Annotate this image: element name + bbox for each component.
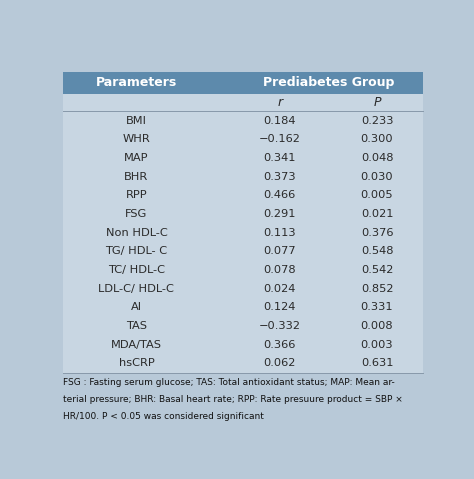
Text: FSG: FSG — [125, 209, 147, 219]
Text: BHR: BHR — [124, 171, 148, 182]
Text: FSG : Fasting serum glucose; TAS: Total antioxidant status; MAP: Mean ar-: FSG : Fasting serum glucose; TAS: Total … — [63, 378, 395, 388]
Bar — [63, 72, 423, 93]
Text: 0.466: 0.466 — [264, 190, 296, 200]
Text: −0.332: −0.332 — [259, 321, 301, 331]
Text: TG/ HDL- C: TG/ HDL- C — [105, 246, 167, 256]
Text: 0.030: 0.030 — [361, 171, 393, 182]
Text: 0.077: 0.077 — [264, 246, 296, 256]
Text: MDA/TAS: MDA/TAS — [111, 340, 162, 350]
Text: hsCRP: hsCRP — [118, 358, 154, 368]
Text: 0.300: 0.300 — [361, 134, 393, 144]
Text: 0.003: 0.003 — [361, 340, 393, 350]
Text: Non HDL-C: Non HDL-C — [106, 228, 167, 238]
Text: Prediabetes Group: Prediabetes Group — [263, 77, 394, 90]
Text: LDL-C/ HDL-C: LDL-C/ HDL-C — [99, 284, 174, 294]
Text: P: P — [373, 96, 381, 109]
Text: 0.542: 0.542 — [361, 265, 393, 275]
Text: AI: AI — [131, 302, 142, 312]
Text: 0.331: 0.331 — [361, 302, 393, 312]
Text: 0.008: 0.008 — [361, 321, 393, 331]
Text: BMI: BMI — [126, 115, 147, 125]
Text: 0.548: 0.548 — [361, 246, 393, 256]
Text: 0.366: 0.366 — [264, 340, 296, 350]
Text: 0.341: 0.341 — [264, 153, 296, 163]
Text: −0.162: −0.162 — [259, 134, 301, 144]
Text: 0.376: 0.376 — [361, 228, 393, 238]
Bar — [63, 93, 423, 373]
Text: HR/100. P < 0.05 was considered significant: HR/100. P < 0.05 was considered signific… — [63, 411, 264, 421]
Text: 0.078: 0.078 — [264, 265, 296, 275]
Text: 0.184: 0.184 — [264, 115, 296, 125]
Text: TAS: TAS — [126, 321, 147, 331]
Text: 0.062: 0.062 — [264, 358, 296, 368]
Text: TC/ HDL-C: TC/ HDL-C — [108, 265, 165, 275]
Text: 0.124: 0.124 — [264, 302, 296, 312]
Text: r: r — [277, 96, 282, 109]
Text: RPP: RPP — [126, 190, 147, 200]
Text: terial pressure; BHR: Basal heart rate; RPP: Rate presuure product = SBP ×: terial pressure; BHR: Basal heart rate; … — [63, 395, 403, 404]
Text: 0.005: 0.005 — [361, 190, 393, 200]
Text: 0.021: 0.021 — [361, 209, 393, 219]
Text: 0.233: 0.233 — [361, 115, 393, 125]
Text: 0.373: 0.373 — [264, 171, 296, 182]
Text: WHR: WHR — [122, 134, 150, 144]
Text: Parameters: Parameters — [96, 77, 177, 90]
Text: 0.048: 0.048 — [361, 153, 393, 163]
Text: 0.291: 0.291 — [264, 209, 296, 219]
Text: 0.024: 0.024 — [264, 284, 296, 294]
Text: 0.852: 0.852 — [361, 284, 393, 294]
Text: MAP: MAP — [124, 153, 149, 163]
Text: 0.631: 0.631 — [361, 358, 393, 368]
Text: 0.113: 0.113 — [264, 228, 296, 238]
